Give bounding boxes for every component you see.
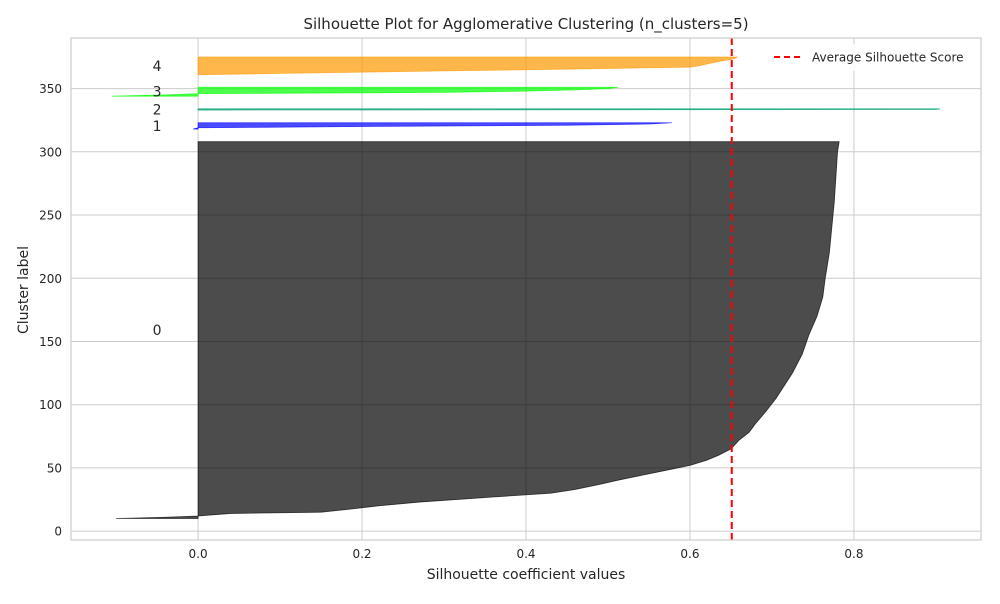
x-axis-label: Silhouette coefficient values bbox=[427, 567, 626, 583]
cluster-label-4: 4 bbox=[153, 59, 162, 75]
x-tick-label: 0.2 bbox=[352, 547, 371, 561]
cluster-label-1: 1 bbox=[153, 119, 162, 135]
y-tick-label: 50 bbox=[47, 461, 62, 475]
y-tick-label: 150 bbox=[39, 335, 62, 349]
cluster-3-silhouette bbox=[111, 86, 618, 97]
cluster-4-silhouette bbox=[197, 56, 738, 76]
series-layer bbox=[111, 56, 941, 519]
tick-layer: 0.0 0.2 0.4 0.6 0.8 0 50 100 150 200 250 300 350 bbox=[39, 82, 863, 561]
y-axis-label: Cluster label bbox=[16, 246, 32, 334]
legend-entry-average: Average Silhouette Score bbox=[812, 51, 964, 65]
cluster-label-0: 0 bbox=[153, 323, 162, 339]
cluster-label-3: 3 bbox=[153, 85, 162, 101]
y-tick-label: 100 bbox=[39, 398, 62, 412]
chart-title: Silhouette Plot for Agglomerative Cluste… bbox=[303, 15, 748, 34]
legend: Average Silhouette Score bbox=[764, 44, 976, 71]
cluster-label-2: 2 bbox=[153, 102, 162, 118]
y-tick-label: 200 bbox=[39, 272, 62, 286]
cluster-2-silhouette bbox=[197, 108, 941, 111]
y-tick-label: 250 bbox=[39, 209, 62, 223]
x-tick-label: 0.0 bbox=[189, 547, 208, 561]
cluster-1-silhouette bbox=[193, 122, 672, 130]
y-tick-label: 300 bbox=[39, 145, 62, 159]
plot-frame bbox=[70, 37, 982, 541]
x-tick-label: 0.6 bbox=[680, 547, 699, 561]
cluster-label-layer: 0 123 4 bbox=[153, 59, 162, 339]
x-tick-label: 0.4 bbox=[516, 547, 535, 561]
y-tick-label: 350 bbox=[39, 82, 62, 96]
x-tick-label: 0.8 bbox=[844, 547, 863, 561]
y-tick-label: 0 bbox=[54, 525, 62, 539]
